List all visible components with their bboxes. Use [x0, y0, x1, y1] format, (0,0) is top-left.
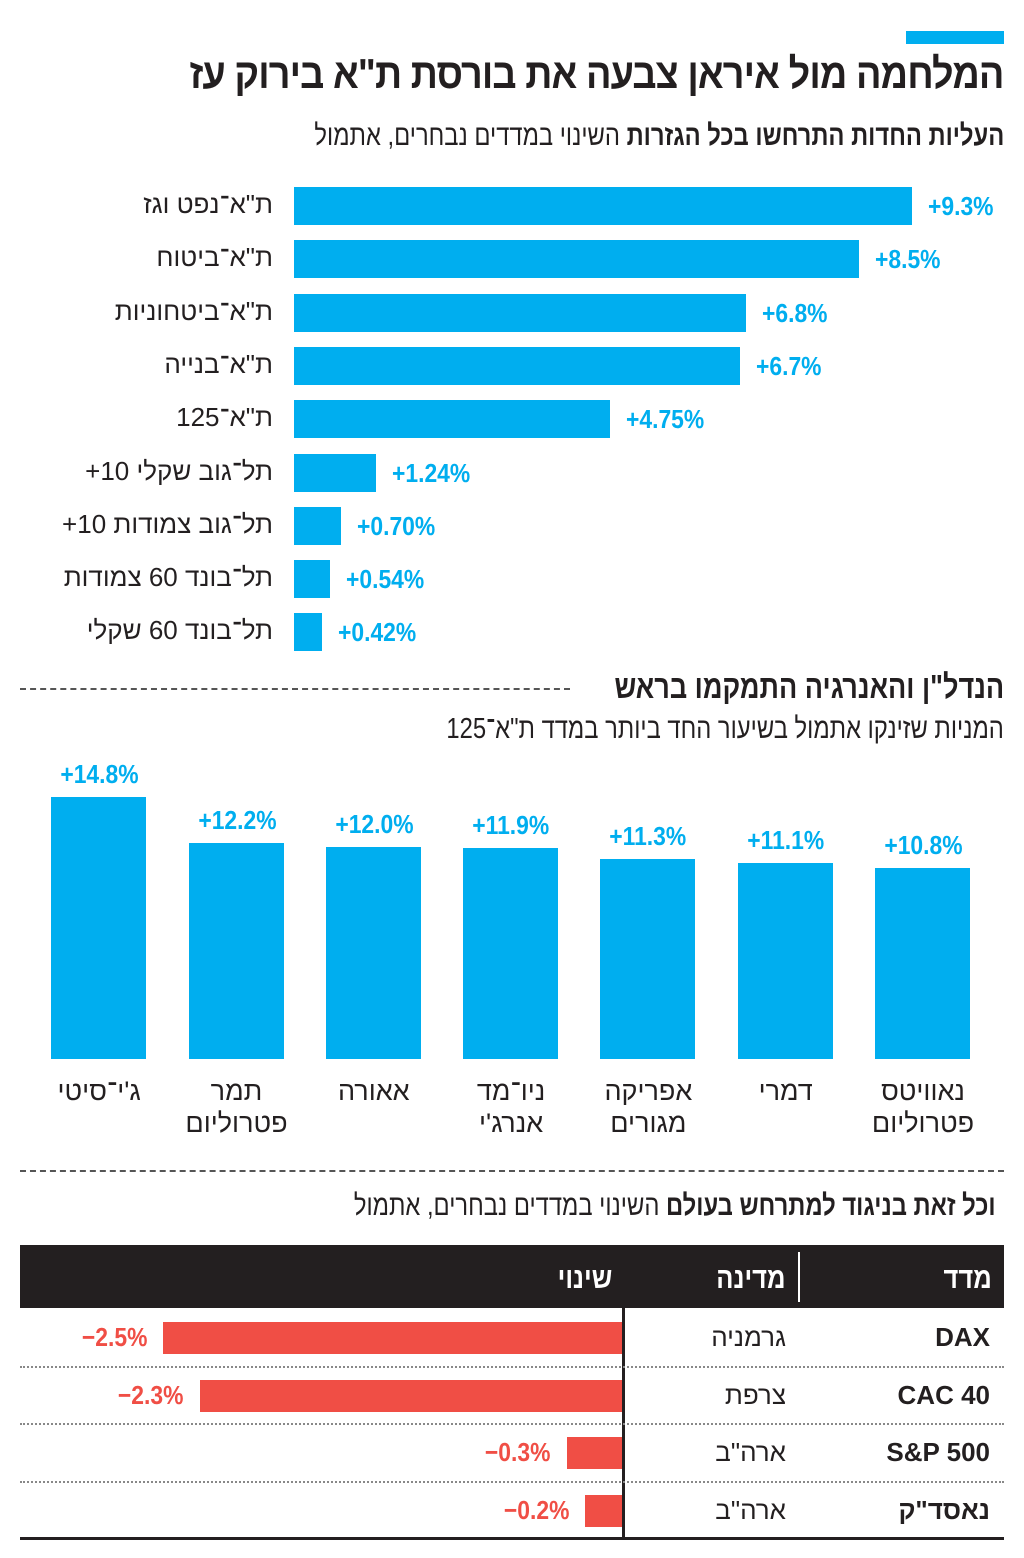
data-label: +10.8% — [884, 829, 963, 860]
data-label: +12.0% — [335, 808, 414, 839]
bar — [294, 240, 860, 279]
bar — [325, 846, 421, 1059]
bar — [737, 862, 833, 1059]
divider — [20, 1170, 1004, 1172]
bar — [51, 797, 147, 1059]
change-label: −0.3% — [485, 1437, 551, 1467]
bar — [294, 187, 913, 225]
category-label: ת"א־ביטחוניות — [114, 295, 273, 326]
category-label-line1: אפריקה — [604, 1076, 693, 1106]
category-label: ת"א־125 — [176, 402, 273, 433]
country-name: ארה"ב — [715, 1437, 786, 1467]
index-name: DAX — [935, 1322, 990, 1352]
category-label-line1: תמר — [210, 1076, 263, 1106]
change-label: −2.3% — [118, 1379, 184, 1410]
data-label: +0.42% — [337, 617, 417, 648]
data-label: +6.7% — [755, 350, 822, 381]
divider — [20, 688, 570, 690]
data-label: +11.9% — [472, 810, 550, 841]
category-label-line1: נאוויטס — [881, 1076, 965, 1106]
category-label: תל־גוב צמודות 10+ — [62, 508, 273, 539]
table-heading: וכל זאת בניגוד למתרחש בעולם השינוי במדדי… — [354, 1190, 996, 1223]
data-label: +1.24% — [392, 457, 471, 488]
category-label-line1: ג'י־סיטי — [57, 1076, 141, 1106]
chart1-heading: העליות החדות התרחשו בכל הגזרות השינוי במ… — [314, 120, 1004, 153]
category-label: ת"א־נפט וגז — [143, 189, 273, 219]
column-divider — [622, 1245, 625, 1538]
col-header-index: מדד — [943, 1262, 992, 1295]
category-label-line2: פטרוליום — [185, 1108, 288, 1138]
category-label: תל־בונד 60 שקלי — [86, 615, 273, 646]
index-name: S&P 500 — [886, 1437, 990, 1467]
data-label: +0.70% — [356, 510, 435, 541]
bar — [463, 848, 559, 1059]
accent-bar — [906, 31, 1004, 44]
bar — [294, 560, 330, 599]
chart1-subtitle: השינוי במדדים נבחרים, אתמול — [314, 120, 620, 152]
bar — [875, 867, 970, 1059]
negative-bar — [585, 1494, 622, 1527]
bar — [294, 346, 740, 385]
negative-bar — [566, 1437, 622, 1469]
column-divider — [798, 1252, 800, 1302]
category-label-line1: אאורה — [337, 1076, 410, 1106]
country-name: צרפת — [724, 1379, 786, 1410]
row-divider — [20, 1480, 1004, 1483]
table-header — [20, 1245, 1004, 1308]
change-label: −0.2% — [503, 1494, 570, 1525]
data-label: +12.2% — [197, 805, 277, 836]
category-label: ת"א־בנייה — [164, 348, 273, 379]
bar — [294, 453, 377, 492]
data-label: +0.54% — [345, 564, 425, 595]
chart2-subtitle: המניות שזינקו אתמול בשיעור החד ביותר במד… — [446, 713, 1004, 745]
chart1-title: העליות החדות התרחשו בכל הגזרות — [626, 120, 1004, 152]
bar — [294, 613, 322, 652]
index-name: נאסד"ק — [898, 1494, 990, 1525]
data-label: +11.1% — [746, 824, 824, 855]
page-title: המלחמה מול איראן צבעה את בורסת ת"א בירוק… — [189, 50, 1005, 97]
data-label: +9.3% — [928, 191, 994, 221]
data-label: +6.8% — [762, 297, 828, 328]
col-header-change: שינוי — [557, 1262, 612, 1295]
bar — [294, 400, 610, 439]
category-label-line2: מגורים — [610, 1108, 687, 1138]
index-name: CAC 40 — [897, 1379, 990, 1410]
bar — [294, 506, 341, 545]
data-label: +14.8% — [60, 759, 139, 790]
data-label: +4.75% — [625, 404, 705, 435]
bar — [600, 858, 696, 1059]
bar — [294, 293, 747, 332]
row-divider — [20, 1423, 1004, 1425]
data-label: +8.5% — [875, 244, 941, 275]
table-bottom-line — [20, 1537, 1004, 1540]
country-name: גרמניה — [711, 1322, 786, 1352]
row-divider — [20, 1365, 1004, 1368]
bar — [188, 843, 284, 1059]
category-label-line1: ניו־מד — [476, 1076, 546, 1106]
data-label: +11.3% — [609, 820, 687, 851]
chart2-title: הנדל"ן והאנרגיה התמקמו בראש — [614, 668, 1004, 705]
table-subtitle: השינוי במדדים נבחרים, אתמול — [354, 1190, 660, 1222]
country-name: ארה"ב — [715, 1494, 786, 1525]
category-label: תל־גוב שקלי 10+ — [85, 455, 273, 486]
category-label: תל־בונד 60 צמודות — [63, 562, 273, 593]
category-label-line2: אנרג'י — [479, 1108, 544, 1138]
col-header-country: מדינה — [716, 1262, 786, 1295]
table-title: וכל זאת בניגוד למתרחש בעולם — [666, 1190, 996, 1222]
category-label-line1: דמרי — [758, 1076, 813, 1106]
negative-bar — [199, 1379, 622, 1412]
change-label: −2.5% — [81, 1322, 147, 1352]
negative-bar — [163, 1322, 622, 1354]
category-label-line2: פטרוליום — [871, 1108, 975, 1138]
category-label: ת"א־ביטוח — [156, 242, 273, 273]
